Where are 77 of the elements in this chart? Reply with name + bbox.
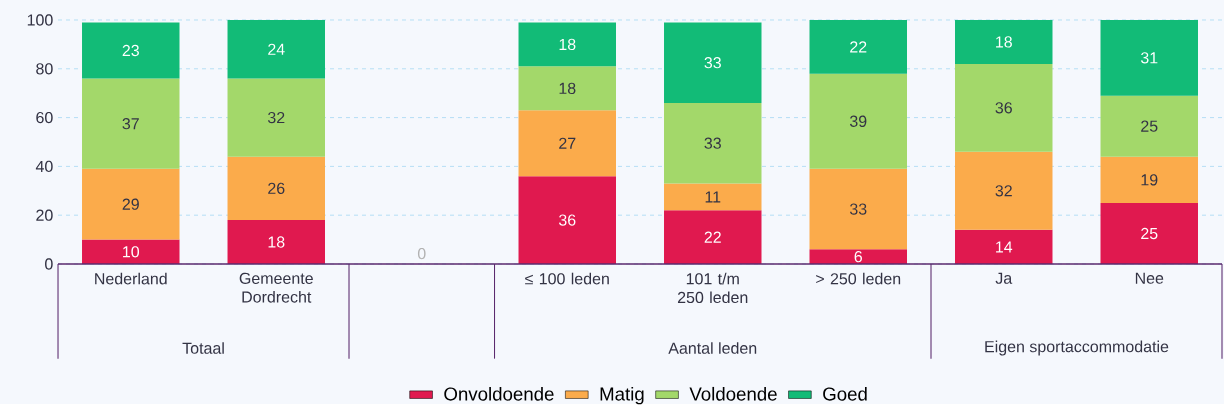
bar bbox=[809, 249, 907, 265]
y-tick-label: 20 bbox=[36, 209, 53, 221]
data-label: 18 bbox=[559, 82, 576, 95]
bar bbox=[1100, 156, 1198, 204]
y-tick-label: 100 bbox=[27, 14, 53, 26]
bar bbox=[1100, 20, 1198, 96]
data-label: 32 bbox=[267, 112, 285, 124]
data-label: 6 bbox=[854, 251, 862, 263]
bar bbox=[955, 229, 1053, 265]
bar bbox=[664, 22, 762, 104]
data-label: 31 bbox=[1140, 52, 1158, 64]
data-label: 25 bbox=[1141, 227, 1158, 240]
y-tick-label: 40 bbox=[35, 160, 53, 173]
data-label: 22 bbox=[704, 231, 721, 243]
bar bbox=[82, 78, 180, 169]
legend-label: Matig bbox=[600, 387, 644, 405]
data-label: 33 bbox=[704, 57, 721, 69]
bar bbox=[809, 73, 907, 169]
data-label: 39 bbox=[849, 115, 867, 128]
legend-label: Voldoende bbox=[689, 387, 777, 401]
data-label: 33 bbox=[849, 203, 867, 215]
x-tick-label: Nederland bbox=[95, 272, 167, 285]
bar bbox=[82, 239, 180, 265]
bar bbox=[1100, 203, 1198, 265]
data-label: 0 bbox=[417, 248, 426, 260]
x-tick-label: Nee bbox=[1135, 272, 1164, 284]
y-tick-label: 80 bbox=[36, 63, 53, 75]
text: Eigen sportaccommodatie bbox=[985, 340, 1169, 356]
data-label: 32 bbox=[995, 185, 1012, 197]
bar bbox=[227, 220, 325, 265]
data-label: 18 bbox=[559, 38, 576, 51]
bar bbox=[82, 168, 180, 240]
data-label: 36 bbox=[558, 214, 576, 226]
bar bbox=[955, 151, 1053, 230]
data-label: 19 bbox=[1141, 174, 1158, 186]
bar bbox=[518, 110, 616, 177]
data-label: 22 bbox=[850, 41, 867, 53]
bar bbox=[518, 66, 616, 111]
bar bbox=[955, 64, 1053, 152]
data-label: 23 bbox=[122, 44, 139, 57]
data-label: 25 bbox=[1141, 120, 1158, 132]
bar bbox=[227, 78, 325, 157]
data-label: 27 bbox=[559, 137, 576, 149]
data-label: 18 bbox=[268, 236, 285, 248]
data-label: 11 bbox=[705, 191, 721, 203]
x-tick-label: > 250 leden bbox=[816, 272, 901, 285]
bar bbox=[664, 210, 762, 265]
bar bbox=[664, 183, 762, 211]
data-label: 36 bbox=[995, 102, 1012, 114]
text: Aantal leden bbox=[668, 342, 757, 354]
bar bbox=[518, 22, 616, 67]
bar bbox=[809, 168, 907, 250]
text: Totaal bbox=[182, 342, 224, 354]
data-label: 33 bbox=[704, 137, 721, 149]
data-label: 29 bbox=[122, 198, 139, 210]
y-tick-label: 0 bbox=[45, 258, 53, 270]
data-label: 10 bbox=[123, 246, 140, 258]
data-label: 18 bbox=[996, 36, 1012, 48]
bar bbox=[955, 20, 1053, 65]
bar bbox=[227, 20, 325, 79]
y-tick-label: 60 bbox=[36, 112, 53, 124]
bar bbox=[1100, 95, 1198, 157]
bar bbox=[227, 156, 325, 221]
legend-label: Onvoldoende bbox=[444, 387, 554, 401]
x-tick-label: ≤ 100 leden bbox=[525, 272, 609, 285]
x-tick-label: 101 t/m 250 leden bbox=[677, 272, 748, 304]
x-tick-label: Gemeente Dordrecht bbox=[239, 272, 313, 303]
data-label: 37 bbox=[122, 118, 139, 130]
bar bbox=[518, 176, 616, 265]
bar bbox=[664, 103, 762, 184]
data-label: 26 bbox=[268, 182, 285, 195]
data-label: 14 bbox=[996, 241, 1013, 253]
legend-label: Goed bbox=[823, 387, 867, 401]
x-tick-label: Ja bbox=[995, 272, 1013, 284]
bar bbox=[82, 22, 180, 79]
data-label: 24 bbox=[268, 43, 285, 55]
bar bbox=[809, 20, 907, 74]
